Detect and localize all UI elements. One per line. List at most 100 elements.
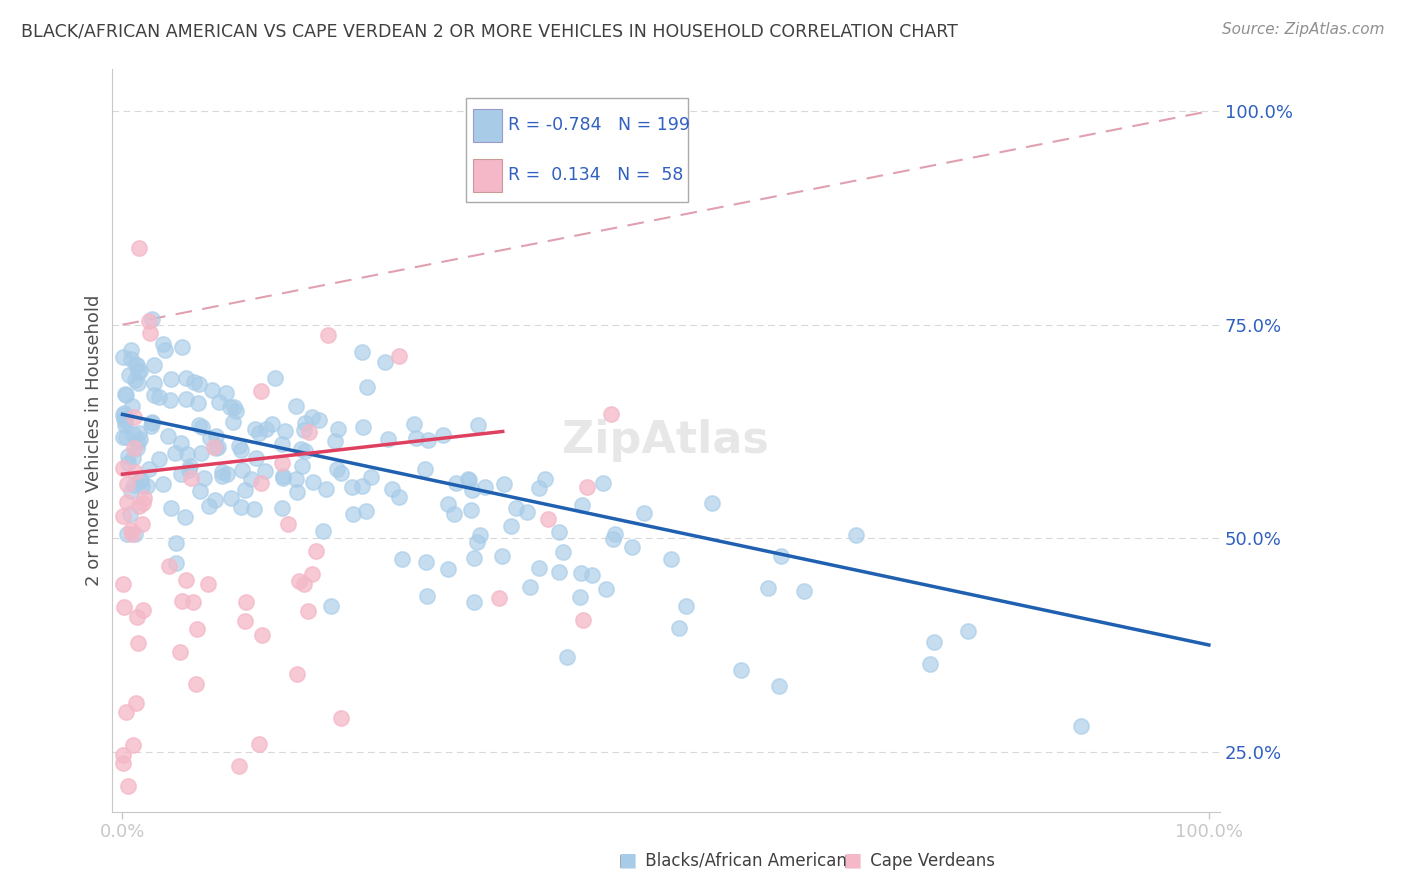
Point: [132, 496, 155, 510]
Point: [124, 465, 146, 479]
Point: [1070, 719, 1092, 733]
Point: [436, 497, 458, 511]
Point: [547, 565, 569, 579]
Point: [197, 576, 219, 591]
Point: [264, 370, 287, 384]
Point: [555, 650, 578, 665]
Point: [111, 408, 134, 422]
Point: [141, 419, 163, 434]
Point: [131, 603, 153, 617]
Point: [308, 413, 330, 427]
Point: [186, 677, 208, 691]
Point: [173, 510, 195, 524]
Point: [120, 343, 142, 357]
Point: [922, 635, 945, 649]
Point: [527, 561, 550, 575]
Point: [388, 349, 411, 363]
Point: [298, 425, 321, 440]
Point: [165, 536, 187, 550]
Point: [270, 456, 292, 470]
Point: [122, 410, 145, 425]
Point: [356, 380, 378, 394]
Point: [143, 376, 166, 390]
Point: [294, 443, 316, 458]
Point: [191, 420, 214, 434]
Point: [312, 524, 335, 538]
Point: [229, 500, 252, 515]
Point: [519, 580, 541, 594]
Point: [128, 473, 150, 487]
Point: [342, 507, 364, 521]
Point: [659, 551, 682, 566]
Point: [845, 528, 868, 542]
Point: [183, 376, 205, 390]
Point: [388, 490, 411, 504]
Point: [127, 365, 149, 379]
Point: [793, 584, 815, 599]
Point: [170, 340, 193, 354]
Point: [117, 779, 139, 793]
Point: [581, 567, 603, 582]
Point: [121, 399, 143, 413]
Point: [190, 446, 212, 460]
Point: [250, 384, 273, 399]
Point: [319, 599, 342, 614]
Point: [215, 385, 238, 400]
Point: [128, 241, 150, 255]
Point: [284, 472, 307, 486]
Point: [250, 628, 273, 642]
Point: [127, 636, 149, 650]
Point: [534, 472, 557, 486]
Point: [125, 610, 148, 624]
Point: [437, 562, 460, 576]
Point: [188, 417, 211, 432]
Point: [170, 594, 193, 608]
Point: [174, 392, 197, 407]
Point: [243, 501, 266, 516]
Point: [553, 545, 575, 559]
Point: [301, 566, 323, 581]
Text: ■  Cape Verdeans: ■ Cape Verdeans: [844, 852, 994, 870]
Point: [491, 549, 513, 563]
Point: [211, 465, 233, 479]
Point: [292, 423, 315, 437]
Point: [271, 471, 294, 485]
Point: [274, 424, 297, 438]
Point: [620, 541, 643, 555]
Point: [235, 483, 257, 498]
Point: [402, 417, 425, 431]
Point: [174, 371, 197, 385]
Point: [416, 433, 439, 447]
Point: [405, 431, 427, 445]
Point: [120, 351, 142, 366]
Point: [458, 473, 481, 487]
Point: [111, 756, 134, 770]
Point: [770, 549, 793, 563]
Point: [488, 591, 510, 606]
Point: [159, 392, 181, 407]
Point: [187, 396, 209, 410]
Point: [505, 501, 527, 516]
Point: [527, 481, 550, 495]
Point: [198, 431, 221, 445]
Point: [217, 467, 239, 481]
Point: [117, 477, 139, 491]
Point: [114, 430, 136, 444]
Point: [156, 428, 179, 442]
Point: [174, 573, 197, 587]
Point: [131, 479, 153, 493]
Point: [571, 614, 593, 628]
Point: [360, 469, 382, 483]
Point: [204, 441, 226, 455]
Point: [326, 421, 349, 435]
Point: [120, 524, 142, 538]
Point: [413, 461, 436, 475]
Point: [143, 388, 166, 402]
Point: [117, 450, 139, 464]
Point: [575, 480, 598, 494]
Point: [463, 595, 485, 609]
Point: [183, 595, 205, 609]
Point: [285, 667, 308, 681]
Point: [222, 415, 245, 429]
Point: [122, 478, 145, 492]
